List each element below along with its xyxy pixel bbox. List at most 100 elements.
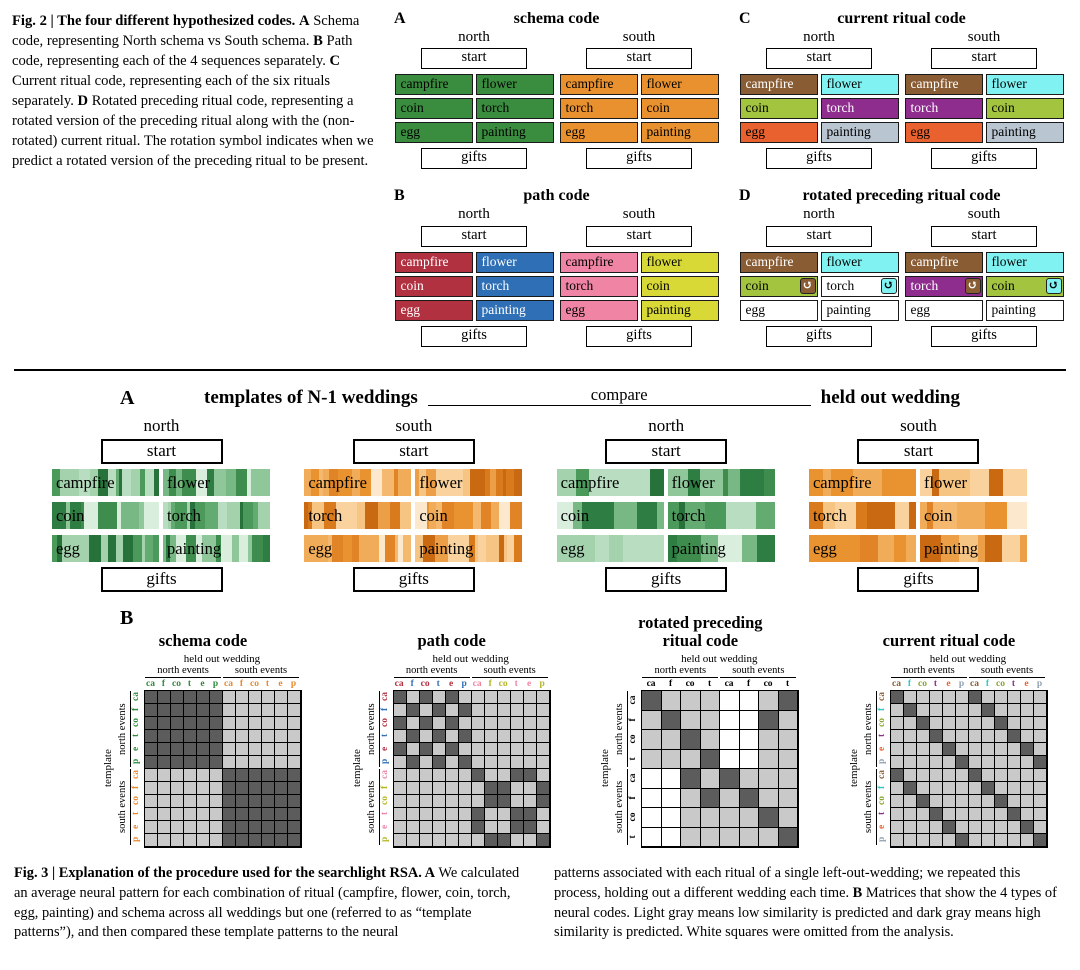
- matrix-cell: [955, 821, 969, 835]
- page: Fig. 2 | The four different hypothesized…: [12, 10, 1066, 940]
- pattern-bar-torch: torch: [163, 501, 270, 529]
- matrix-cell: [536, 743, 550, 757]
- panel-title: schema code: [513, 10, 600, 27]
- stripe: [764, 468, 775, 496]
- pattern-stripes: [415, 534, 523, 562]
- stripe: [347, 501, 355, 529]
- matrix-cell: [890, 730, 904, 744]
- row-letter: ca: [131, 770, 141, 780]
- stripe: [393, 468, 398, 496]
- matrix-cell: [236, 769, 249, 783]
- stripe: [143, 501, 159, 529]
- matrix-cell: [890, 821, 904, 835]
- ritual-box-egg: egg: [904, 122, 983, 144]
- matrix-cell: [720, 691, 740, 711]
- row-group-label: south events: [614, 769, 629, 846]
- row-letters: ca f co t ca f co t: [628, 690, 640, 848]
- col-letter: co: [172, 678, 181, 689]
- stripe: [242, 501, 253, 529]
- ritual-label: painting: [481, 301, 526, 317]
- stripe: [878, 534, 895, 562]
- matrix-cell: [393, 756, 407, 770]
- matrix-cell: [419, 769, 433, 783]
- matrix-cell: [523, 756, 537, 770]
- stripe: [644, 534, 652, 562]
- matrix-cell: [445, 691, 459, 705]
- schema-column-south: south start campfire flower torch coin egg pain…: [904, 29, 1064, 171]
- matrix-cell: [197, 821, 210, 835]
- ritual-box-flower: flower: [475, 74, 554, 96]
- matrix-cell: [994, 691, 1008, 705]
- matrix-cell: [393, 730, 407, 744]
- ritual-box-egg: egg: [559, 299, 638, 321]
- matrix-cell: [759, 691, 779, 711]
- stripe: [481, 501, 491, 529]
- matrix-cell: [968, 730, 982, 744]
- ritual-label: painting: [826, 301, 871, 317]
- ritual-box-flower: flower: [475, 251, 554, 273]
- matrix-cell: [968, 717, 982, 731]
- col-letter: co: [917, 678, 927, 689]
- matrix-cell: [288, 795, 301, 809]
- matrix-cell: [197, 730, 210, 744]
- stripe: [335, 534, 344, 562]
- row-letter: ca: [876, 692, 887, 702]
- matrix-cell: [981, 743, 995, 757]
- matrix-cell: [739, 691, 760, 711]
- stripe: [166, 534, 170, 562]
- matrix-cell: [903, 704, 917, 718]
- matrix-cell: [981, 730, 995, 744]
- matrix-cell: [720, 788, 740, 809]
- stripe: [397, 468, 405, 496]
- matrix-cell: [171, 782, 184, 796]
- matrix-cell: [419, 717, 433, 731]
- matrix-cell: [510, 717, 524, 731]
- ritual-box-coin: coin: [394, 275, 473, 297]
- stripe: [61, 534, 73, 562]
- matrix-cell: [223, 717, 236, 731]
- column-name: south: [967, 206, 1001, 223]
- stripe: [117, 501, 121, 529]
- ritual-box-campfire: campfire: [394, 74, 473, 96]
- matrix-cell: [497, 795, 511, 809]
- group-name: south: [395, 416, 433, 436]
- matrix-cell: [536, 769, 550, 783]
- matrix-cell: [1020, 756, 1034, 770]
- matrix-cell: [510, 691, 524, 705]
- stripe: [390, 501, 400, 529]
- matrix-cell: [968, 756, 982, 770]
- matrix-title: schema code: [102, 611, 304, 651]
- col-letter: f: [410, 678, 414, 689]
- matrix-cell: [497, 769, 511, 783]
- col-letter: e: [527, 678, 532, 689]
- stripe: [667, 468, 689, 496]
- matrix-cell: [406, 743, 420, 757]
- matrix-cell: [778, 730, 799, 750]
- ritual-label: torch: [671, 505, 706, 525]
- matrix-cell: [942, 769, 956, 783]
- stripe: [940, 534, 959, 562]
- matrix-cell: [406, 821, 420, 835]
- stripe: [66, 501, 70, 529]
- panel-title: path code: [523, 187, 590, 205]
- column-group-labels: north events south events: [641, 665, 801, 678]
- stripe: [175, 468, 182, 496]
- matrix-cell: [1007, 769, 1021, 783]
- col-letter: e: [946, 678, 951, 689]
- matrix-cell: [236, 704, 249, 718]
- gifts-box: gifts: [586, 325, 692, 347]
- matrix-cell: [288, 821, 301, 835]
- ritual-label: flower: [923, 472, 968, 492]
- ritual-box-coin: coin ↺: [985, 275, 1064, 297]
- matrix-cell: [406, 808, 420, 822]
- matrix-cell: [393, 691, 407, 705]
- stripe: [107, 534, 116, 562]
- stripe: [556, 501, 573, 529]
- stripe: [141, 534, 145, 562]
- matrix-cell: [981, 704, 995, 718]
- ritual-box-flower: flower: [820, 74, 899, 96]
- matrix-cell: [432, 730, 446, 744]
- caption-text: patterns associated with each ritual of …: [554, 865, 1021, 901]
- stripe: [351, 534, 360, 562]
